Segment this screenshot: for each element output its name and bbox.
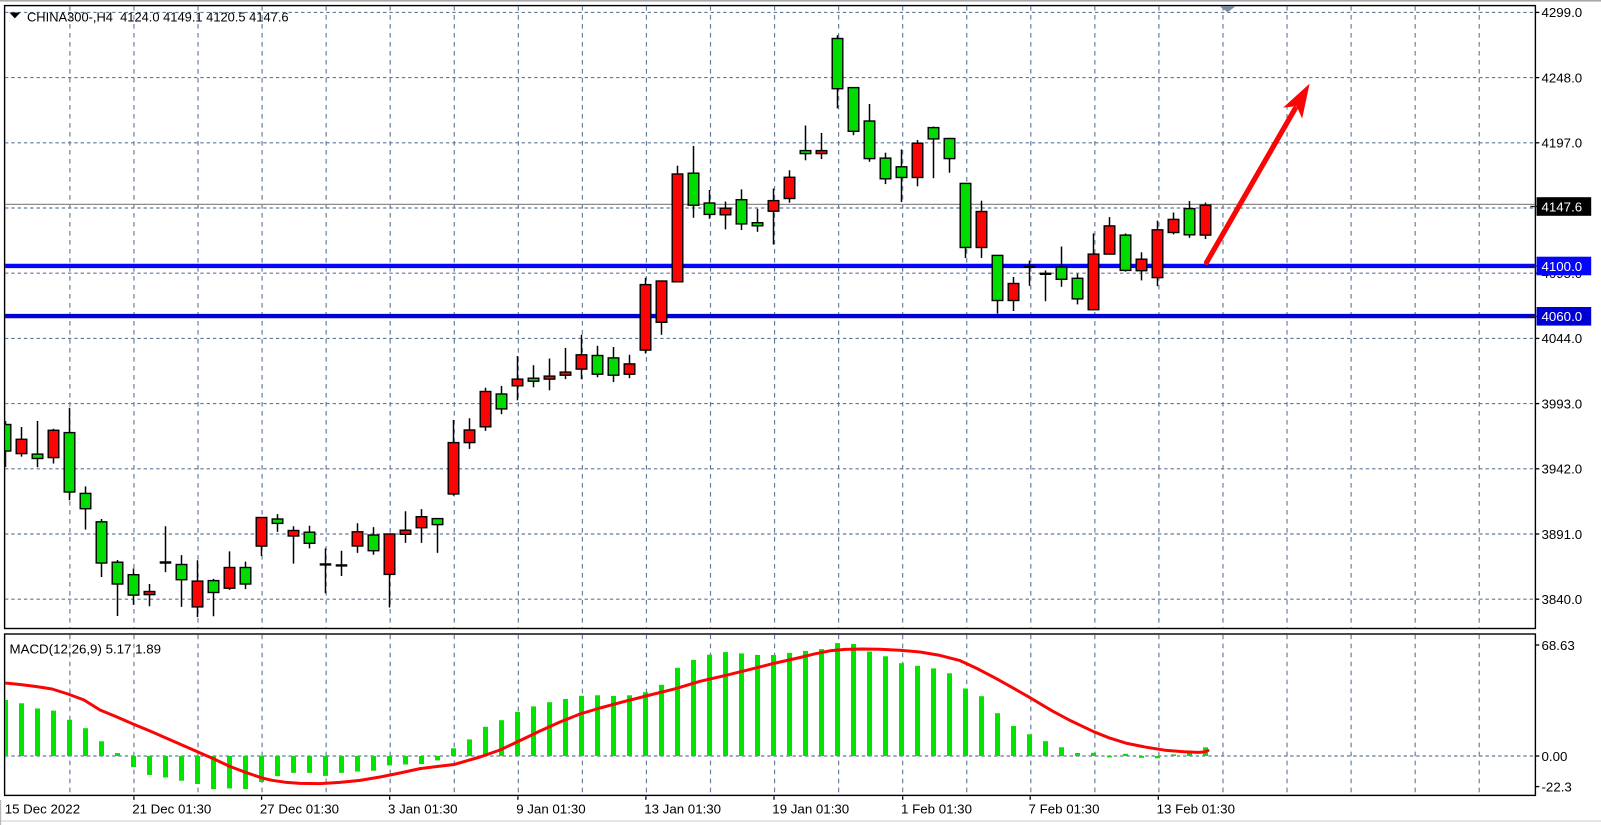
svg-text:4060.0: 4060.0 <box>1542 309 1583 324</box>
svg-text:1 Feb 01:30: 1 Feb 01:30 <box>901 801 972 816</box>
svg-text:13 Feb 01:30: 13 Feb 01:30 <box>1157 801 1235 816</box>
svg-text:4147.6: 4147.6 <box>1542 199 1583 214</box>
svg-text:7 Feb 01:30: 7 Feb 01:30 <box>1029 801 1100 816</box>
svg-text:4248.0: 4248.0 <box>1542 70 1583 85</box>
svg-text:9 Jan 01:30: 9 Jan 01:30 <box>516 801 586 816</box>
svg-text:15 Dec 2022: 15 Dec 2022 <box>5 801 80 816</box>
svg-text:21 Dec 01:30: 21 Dec 01:30 <box>132 801 211 816</box>
svg-text:CHINA300-,H4 4124.0 4149.1 41: CHINA300-,H4 4124.0 4149.1 4120.5 4147.6 <box>27 9 289 24</box>
svg-text:3993.0: 3993.0 <box>1542 396 1583 411</box>
svg-text:3942.0: 3942.0 <box>1542 462 1583 477</box>
svg-text:3891.0: 3891.0 <box>1542 527 1583 542</box>
svg-text:4197.0: 4197.0 <box>1542 136 1583 151</box>
svg-text:-22.3: -22.3 <box>1542 779 1572 794</box>
svg-text:4299.0: 4299.0 <box>1542 5 1583 20</box>
svg-text:4100.0: 4100.0 <box>1542 259 1583 274</box>
svg-text:0.00: 0.00 <box>1542 749 1568 764</box>
svg-text:4044.0: 4044.0 <box>1542 331 1583 346</box>
svg-text:3840.0: 3840.0 <box>1542 592 1583 607</box>
svg-text:68.63: 68.63 <box>1542 638 1575 653</box>
svg-text:19 Jan 01:30: 19 Jan 01:30 <box>772 801 849 816</box>
svg-text:3 Jan 01:30: 3 Jan 01:30 <box>388 801 458 816</box>
svg-text:MACD(12,26,9) 5.17 1.89: MACD(12,26,9) 5.17 1.89 <box>10 642 162 657</box>
svg-text:27 Dec 01:30: 27 Dec 01:30 <box>260 801 339 816</box>
svg-text:13 Jan 01:30: 13 Jan 01:30 <box>644 801 721 816</box>
